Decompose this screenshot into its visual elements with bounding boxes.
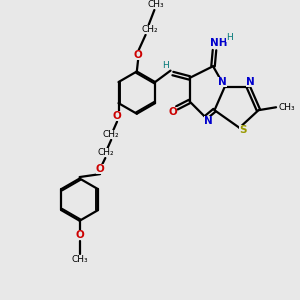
Text: N: N xyxy=(246,77,255,87)
Text: S: S xyxy=(239,125,247,135)
Text: O: O xyxy=(134,50,142,60)
Text: CH₂: CH₂ xyxy=(97,148,114,157)
Text: CH₂: CH₂ xyxy=(141,25,158,34)
Text: N: N xyxy=(204,116,212,126)
Text: NH: NH xyxy=(210,38,228,48)
Text: CH₃: CH₃ xyxy=(278,103,295,112)
Text: CH₃: CH₃ xyxy=(71,255,88,264)
Text: CH₂: CH₂ xyxy=(103,130,119,139)
Text: CH₃: CH₃ xyxy=(148,0,164,9)
Text: O: O xyxy=(96,164,104,174)
Text: O: O xyxy=(75,230,84,240)
Text: O: O xyxy=(169,107,177,117)
Text: H: H xyxy=(162,61,169,70)
Text: O: O xyxy=(113,111,122,122)
Text: H: H xyxy=(226,33,233,42)
Text: N: N xyxy=(218,77,227,87)
